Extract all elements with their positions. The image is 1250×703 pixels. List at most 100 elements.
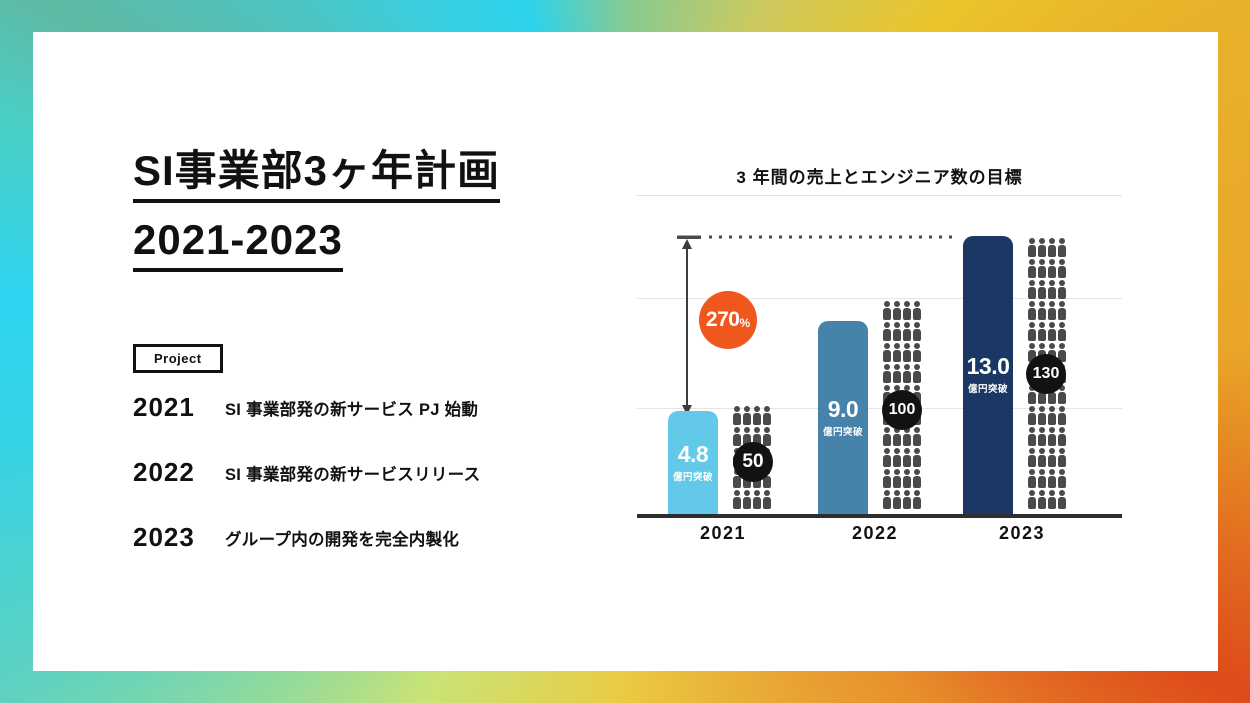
- person-icon: [883, 364, 891, 383]
- project-badge: Project: [133, 344, 223, 373]
- person-icon: [913, 427, 921, 446]
- arrow-head-up-icon: [682, 239, 692, 249]
- bar-unit: 億円突破: [967, 384, 1008, 395]
- person-icon: [903, 448, 911, 467]
- person-icon: [1038, 427, 1046, 446]
- gridline: [637, 298, 1122, 299]
- person-icon: [1048, 280, 1056, 299]
- timeline-description: グループ内の開発を完全内製化: [225, 530, 460, 549]
- person-icon: [1048, 469, 1056, 488]
- person-icon: [1058, 490, 1066, 509]
- person-icon: [893, 343, 901, 362]
- person-icon: [1058, 448, 1066, 467]
- person-icon: [903, 490, 911, 509]
- person-icon: [883, 490, 891, 509]
- person-icon: [743, 490, 751, 509]
- person-icon: [1028, 448, 1036, 467]
- person-icon: [883, 427, 891, 446]
- x-label-2021: 2021: [699, 523, 747, 543]
- person-icon: [1058, 427, 1066, 446]
- growth-suffix: %: [739, 316, 751, 330]
- person-icon: [1028, 322, 1036, 341]
- person-icon: [883, 343, 891, 362]
- chart-title: 3 年間の売上とエンジニア数の目標: [736, 168, 1023, 187]
- person-icon: [913, 343, 921, 362]
- person-icon: [903, 364, 911, 383]
- person-icon: [1058, 238, 1066, 257]
- person-icon: [1048, 259, 1056, 278]
- goal-chart: 3 年間の売上とエンジニア数の目標 4.8 億円突破 9.0 億円突破: [637, 163, 1122, 553]
- slide-title-line-1: SI事業部3ヶ年計画: [133, 147, 501, 204]
- growth-badge: 270%: [699, 291, 757, 349]
- person-icon: [1028, 490, 1036, 509]
- person-icon: [903, 301, 911, 320]
- person-icon: [913, 322, 921, 341]
- person-icon: [883, 448, 891, 467]
- person-icon: [1048, 406, 1056, 425]
- person-icon: [893, 490, 901, 509]
- person-icon: [1028, 280, 1036, 299]
- gridline: [637, 408, 1122, 409]
- arrow-head-down-icon: [682, 405, 692, 415]
- bar-unit: 億円突破: [822, 426, 863, 438]
- person-icon: [733, 406, 741, 425]
- person-icon: [893, 448, 901, 467]
- bar-2021: 4.8 億円突破: [668, 411, 718, 514]
- bar-value: 9.0: [827, 395, 859, 422]
- slide-panel: SI事業部3ヶ年計画 2021-2023 Project 2021 SI 事業部…: [33, 32, 1218, 671]
- person-icon: [1028, 259, 1036, 278]
- chart-title-rule: [637, 195, 1122, 196]
- timeline-year: 2023: [133, 522, 195, 552]
- person-icon: [1028, 469, 1036, 488]
- person-icon: [753, 406, 761, 425]
- x-label-2023: 2023: [998, 523, 1046, 543]
- person-icon: [883, 301, 891, 320]
- person-icon: [1038, 238, 1046, 257]
- timeline-row-2021: 2021 SI 事業部発の新サービス PJ 始動: [133, 392, 573, 423]
- timeline-year: 2021: [133, 392, 195, 422]
- person-icon: [913, 301, 921, 320]
- person-icon: [913, 448, 921, 467]
- person-icon: [1058, 322, 1066, 341]
- growth-arrow: [677, 235, 957, 415]
- person-icon: [913, 469, 921, 488]
- person-icon: [1028, 427, 1036, 446]
- person-icon: [1048, 238, 1056, 257]
- person-icon: [903, 322, 911, 341]
- person-icon: [1048, 322, 1056, 341]
- person-icon: [893, 364, 901, 383]
- person-icon: [1038, 490, 1046, 509]
- person-icon: [1038, 448, 1046, 467]
- person-icon: [1048, 490, 1056, 509]
- person-icon: [1058, 301, 1066, 320]
- person-icon: [1048, 448, 1056, 467]
- person-icon: [1038, 301, 1046, 320]
- slide-title: SI事業部3ヶ年計画 2021-2023: [133, 147, 501, 286]
- person-icon: [1038, 469, 1046, 488]
- engineer-count-badge-2022: 100: [882, 390, 922, 430]
- timeline-row-2023: 2023 グループ内の開発を完全内製化: [133, 522, 573, 553]
- bar-unit: 億円突破: [672, 471, 713, 483]
- person-icon: [1058, 280, 1066, 299]
- person-icon: [753, 490, 761, 509]
- person-icon: [743, 406, 751, 425]
- person-icon: [883, 469, 891, 488]
- timeline-year: 2022: [133, 457, 195, 487]
- person-icon: [1028, 238, 1036, 257]
- person-icon: [893, 301, 901, 320]
- person-icon: [893, 322, 901, 341]
- person-icon: [913, 490, 921, 509]
- person-icon: [1038, 322, 1046, 341]
- person-icon: [1038, 259, 1046, 278]
- person-icon: [883, 322, 891, 341]
- engineer-count-badge-2021: 50: [733, 442, 773, 482]
- timeline: 2021 SI 事業部発の新サービス PJ 始動 2022 SI 事業部発の新サ…: [133, 392, 573, 587]
- person-icon: [733, 427, 741, 446]
- person-icon: [1038, 280, 1046, 299]
- bar-value: 13.0: [966, 353, 1010, 379]
- person-icon: [1058, 406, 1066, 425]
- person-icon: [1058, 259, 1066, 278]
- leader-line-tick: [677, 235, 701, 239]
- person-icon: [763, 406, 771, 425]
- growth-value: 270: [705, 308, 740, 331]
